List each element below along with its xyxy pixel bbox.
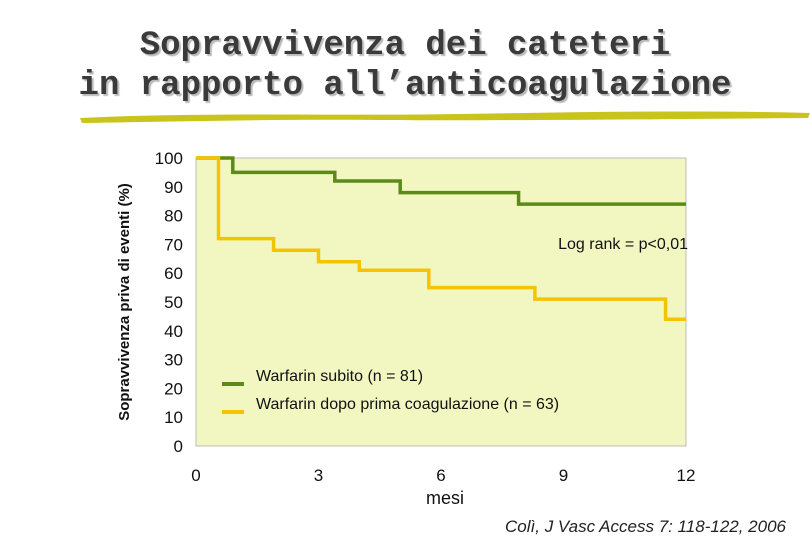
chart-title: Sopravvivenza dei cateteri in rapporto a… (0, 26, 810, 106)
y-tick-label: 60 (164, 264, 183, 283)
series-line-2 (196, 156, 686, 322)
chart-title-line-2: in rapporto all’anticoagulazione (78, 67, 732, 105)
log-rank-annotation: Log rank = p<0,01 (558, 236, 688, 253)
x-tick-label: 0 (191, 466, 200, 485)
y-tick-label: 10 (164, 408, 183, 427)
x-axis-label: mesi (426, 488, 464, 508)
y-tick-label: 40 (164, 322, 183, 341)
y-tick-label: 30 (164, 351, 183, 370)
legend: Warfarin subito (n = 81) Warfarin dopo pr… (222, 368, 559, 414)
y-tick-label: 20 (164, 379, 183, 398)
series-lines (196, 156, 686, 322)
legend-label-1: Warfarin subito (n = 81) (256, 368, 423, 385)
x-tick-label: 6 (436, 466, 445, 485)
plot-area (195, 157, 687, 447)
x-tick-label: 9 (559, 466, 568, 485)
source-citation: Colì, J Vasc Access 7: 118-122, 2006 (505, 517, 786, 536)
x-tick-label: 12 (677, 466, 696, 485)
title-underline-stroke (80, 111, 810, 123)
y-tick-label: 70 (164, 235, 183, 254)
chart-title-line-1: Sopravvivenza dei cateteri (139, 27, 671, 65)
y-tick-label: 50 (164, 293, 183, 312)
x-tick-labels: 0 3 6 9 12 (191, 466, 695, 485)
title-underline-path (80, 111, 810, 123)
y-tick-label: 100 (155, 149, 183, 168)
y-axis-label: Sopravvivenza priva di eventi (%) (116, 183, 133, 421)
y-tick-label: 80 (164, 207, 183, 226)
legend-label-2: Warfarin dopo prima coagulazione (n = 63… (256, 396, 559, 413)
y-tick-label: 90 (164, 178, 183, 197)
x-tick-label: 3 (314, 466, 323, 485)
y-tick-label: 0 (174, 437, 183, 456)
series-line-1 (196, 156, 686, 206)
